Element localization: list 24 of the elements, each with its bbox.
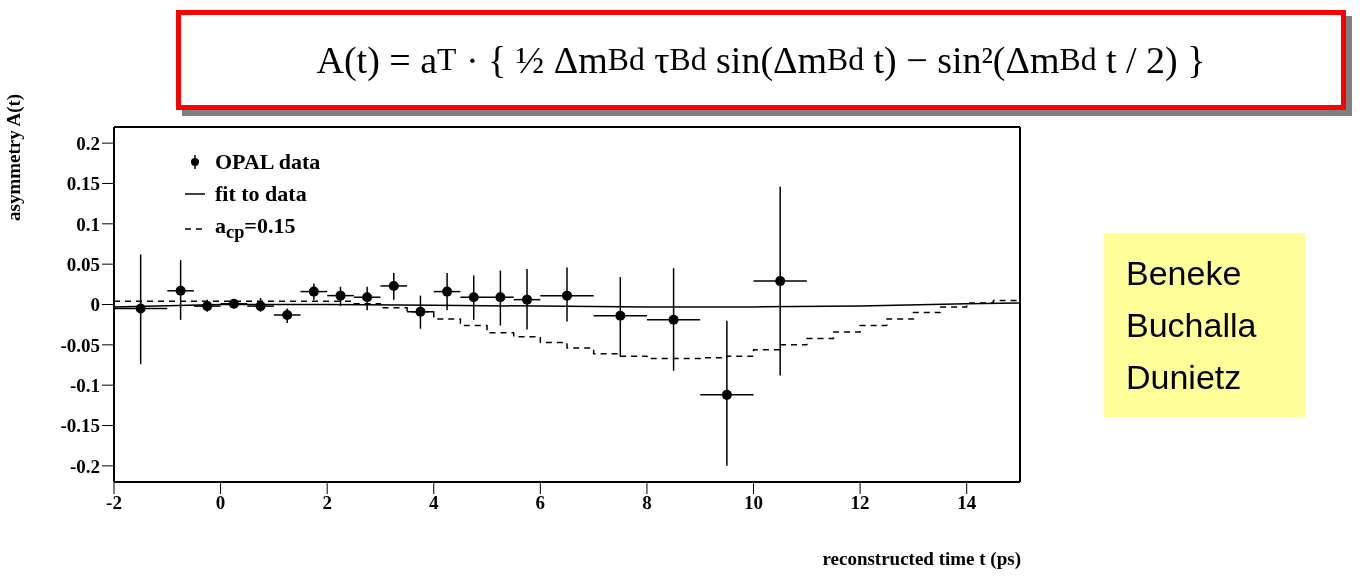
x-tick-label: 12	[850, 492, 870, 514]
y-tick-label: -0.15	[60, 415, 100, 437]
x-tick-label: 14	[957, 492, 977, 514]
x-tick-label: 0	[215, 492, 226, 514]
y-tick-label: -0.2	[69, 455, 100, 477]
x-tick-label: 10	[744, 492, 764, 514]
y-tick-label: 0.05	[66, 253, 100, 275]
x-axis-title: reconstructed time t (ps)	[822, 548, 1021, 570]
legend-label: a$_{cp}$=0.15	[215, 212, 296, 245]
x-tick-label: 4	[429, 492, 440, 514]
x-tick-label: 2	[322, 492, 332, 514]
y-tick-label: 0.2	[76, 132, 100, 154]
y-tick-label: 0	[90, 294, 100, 316]
x-tick-label: 6	[535, 492, 546, 514]
y-tick-label: -0.05	[60, 334, 100, 356]
text: Beneke Buchalla Dunietz	[1104, 233, 1306, 417]
y-tick-label: 0.15	[66, 173, 100, 195]
legend-label: fit to data	[215, 180, 307, 208]
x-tick-label: 8	[642, 492, 652, 514]
legend-label: OPAL data	[215, 148, 321, 176]
y-axis-title: asymmetry A(t)	[3, 93, 25, 221]
y-tick-label: 0.1	[76, 213, 100, 235]
x-tick-label: -2	[106, 492, 122, 514]
y-tick-label: -0.1	[69, 374, 100, 396]
